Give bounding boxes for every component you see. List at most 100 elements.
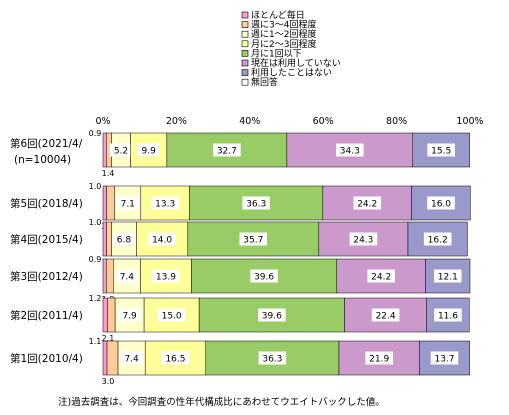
legend-swatch xyxy=(241,59,249,67)
bars: 5.2 9.9 32.7 34.3 15.5 0.9 1.4 7.1 13.3 36.3 24.2 1… xyxy=(89,129,471,386)
data-label-small: 1.4 xyxy=(102,169,115,178)
data-label: 39.6 xyxy=(262,311,282,321)
data-label-bg xyxy=(112,232,136,246)
data-label-bg xyxy=(336,143,364,157)
legend: ほとんど毎日週に3～4回程度週に1～2回程度月に2～3回程度月に1回以下現在は利… xyxy=(241,9,341,88)
legend-swatch xyxy=(241,69,249,76)
category-label: 第3回(2012/4) xyxy=(10,270,83,283)
data-label-bg xyxy=(258,308,286,322)
data-label: 16.0 xyxy=(431,199,451,209)
data-label: 32.7 xyxy=(217,146,237,156)
category-label: 第5回(2018/4) xyxy=(10,197,83,210)
data-label-bg xyxy=(116,196,139,210)
x-tick-label: 40% xyxy=(239,116,260,127)
data-label-bg xyxy=(367,269,395,283)
bar-segment xyxy=(102,132,107,168)
data-label-bg xyxy=(115,269,138,283)
data-label-small: 0.9 xyxy=(89,129,102,138)
data-label-bg xyxy=(242,196,271,210)
legend-label: 週に1～2回程度 xyxy=(251,28,316,40)
legend-swatch xyxy=(241,21,249,28)
data-label-small: 1.1 xyxy=(89,337,102,346)
data-label-bg xyxy=(365,351,393,365)
data-label-bg xyxy=(427,196,455,210)
data-label-bg xyxy=(353,196,382,210)
data-label: 24.2 xyxy=(357,199,377,209)
bar-segment xyxy=(102,297,108,333)
data-label: 16.5 xyxy=(165,354,185,364)
legend-label: 週に3～4回程度 xyxy=(251,19,316,31)
data-label: 21.9 xyxy=(369,354,389,364)
data-label-bg xyxy=(118,308,141,322)
data-label-bg xyxy=(258,351,287,365)
data-label-bg xyxy=(239,232,268,246)
legend-swatch xyxy=(241,11,249,19)
x-tick-label: 60% xyxy=(313,116,334,127)
data-label-bg xyxy=(423,232,452,246)
data-label: 7.4 xyxy=(124,354,139,364)
data-label: 13.7 xyxy=(434,354,454,364)
data-label-bg xyxy=(213,143,241,157)
data-label-small: 3.0 xyxy=(102,377,115,386)
data-label-bg xyxy=(151,196,180,210)
data-label-bg xyxy=(148,232,176,246)
bar-segment xyxy=(106,221,112,257)
legend-swatch xyxy=(241,50,249,57)
data-label-bg xyxy=(433,269,462,283)
data-label: 24.2 xyxy=(371,272,391,282)
bar-segment xyxy=(102,221,107,257)
data-label-small: 0.9 xyxy=(89,255,102,264)
data-label: 14.0 xyxy=(152,235,172,245)
data-label: 13.3 xyxy=(155,199,175,209)
bar-segment xyxy=(106,185,115,221)
bar-segment xyxy=(102,185,107,221)
data-label: 22.4 xyxy=(376,311,396,321)
legend-label: 月に2～3回程度 xyxy=(251,38,316,50)
data-label: 7.9 xyxy=(122,311,137,321)
legend-label: 利用したことはない xyxy=(251,67,332,79)
bar-segment xyxy=(107,297,116,333)
data-label: 36.3 xyxy=(262,354,282,364)
data-label: 13.9 xyxy=(156,272,176,282)
data-label-bg xyxy=(161,351,190,365)
legend-swatch xyxy=(241,30,249,38)
bar-segment xyxy=(187,221,320,257)
data-label: 39.6 xyxy=(254,272,274,282)
data-label: 6.8 xyxy=(117,235,132,245)
bar-segment xyxy=(102,258,107,294)
data-label-bg xyxy=(157,308,186,322)
data-label-bg xyxy=(137,143,160,157)
data-label: 15.0 xyxy=(162,311,182,321)
data-label-bg xyxy=(427,143,455,157)
data-label-bg xyxy=(109,143,133,157)
data-label: 5.2 xyxy=(114,146,128,156)
data-label: 36.3 xyxy=(246,199,266,209)
data-label-bg xyxy=(371,308,400,322)
category-label: 第6回(2021/4/ xyxy=(10,137,83,150)
x-axis: 0% 20% 40% 60% 80% 100% xyxy=(95,116,483,127)
data-label: 12.1 xyxy=(438,272,458,282)
data-label-small: 1.2 xyxy=(89,294,102,303)
data-label: 7.4 xyxy=(120,272,135,282)
data-label-small: 1.0 xyxy=(89,182,102,191)
data-label: 11.6 xyxy=(438,311,458,321)
data-label-bg xyxy=(250,269,278,283)
x-tick-label: 80% xyxy=(386,116,407,127)
data-label-bg xyxy=(349,232,378,246)
legend-label: 無回答 xyxy=(251,76,278,88)
bar-segment xyxy=(143,297,200,333)
bar-segment xyxy=(102,340,108,376)
data-label-bg xyxy=(430,351,459,365)
data-label-small: 2.1 xyxy=(102,334,115,343)
category-sublabel: (n=10004) xyxy=(14,154,71,166)
bar-segment xyxy=(106,258,114,294)
data-label: 34.3 xyxy=(340,146,360,156)
legend-label: 月に1回以下 xyxy=(251,48,302,59)
data-label-small: 1.0 xyxy=(89,218,102,227)
data-label-bg xyxy=(120,351,143,365)
category-label: 第4回(2015/4) xyxy=(10,233,83,246)
legend-label: ほとんど毎日 xyxy=(251,9,305,21)
x-tick-label: 100% xyxy=(456,116,483,127)
data-label: 35.7 xyxy=(243,235,263,245)
